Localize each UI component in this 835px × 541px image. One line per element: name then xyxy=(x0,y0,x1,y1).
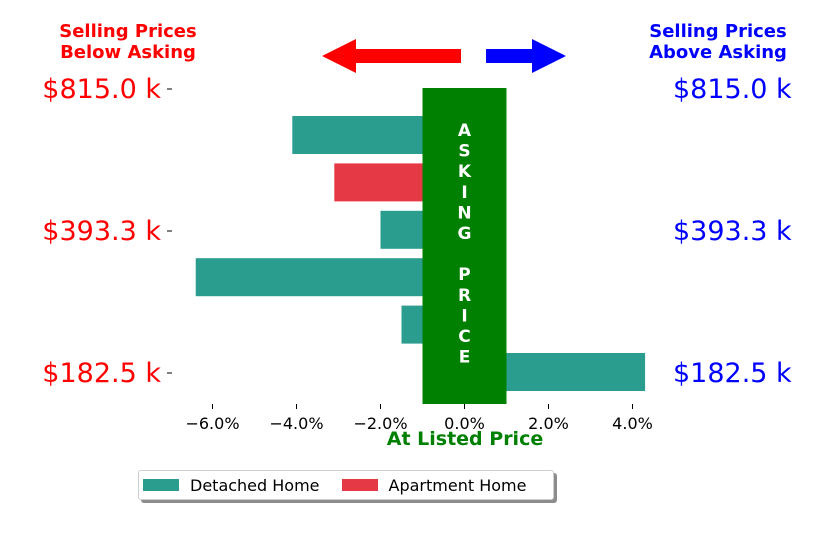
band-letter: E xyxy=(459,348,471,368)
bar-detached-4 xyxy=(195,258,423,297)
x-tick-label: −6.0% xyxy=(185,414,239,433)
arrow-left-icon xyxy=(322,39,461,73)
bars-group xyxy=(195,116,646,391)
x-tick-label: 4.0% xyxy=(612,414,653,433)
header-below-asking: Selling Prices Below Asking xyxy=(28,21,228,63)
y-label-right: $393.3 k xyxy=(673,216,792,247)
y-labels-left: $815.0 k $393.3 k $182.5 k xyxy=(42,74,172,389)
band-letter: G xyxy=(458,224,472,244)
band-letter: N xyxy=(457,203,471,223)
bar-detached-3 xyxy=(380,210,423,249)
y-label-right: $182.5 k xyxy=(673,358,792,389)
x-tick-label: −2.0% xyxy=(353,414,407,433)
y-label-left: $815.0 k xyxy=(42,74,161,105)
y-label-left: $182.5 k xyxy=(42,358,161,389)
header-above-line2: Above Asking xyxy=(649,42,787,63)
band-letter: S xyxy=(458,142,470,162)
y-labels-right: $815.0 k $393.3 k $182.5 k xyxy=(673,74,792,389)
x-tick-label: 2.0% xyxy=(528,414,569,433)
legend-swatch-detached xyxy=(143,479,179,491)
band-letter: K xyxy=(458,162,472,182)
legend-label-apartment: Apartment Home xyxy=(388,475,527,495)
band-letter: A xyxy=(458,121,472,141)
y-label-left: $393.3 k xyxy=(42,216,161,247)
x-tick-label: −4.0% xyxy=(269,414,323,433)
band-letter: I xyxy=(461,183,467,203)
header-above-line1: Selling Prices xyxy=(649,21,787,42)
header-below-line1: Selling Prices xyxy=(59,21,197,42)
asking-price-band-rect xyxy=(422,88,507,404)
x-tick-label: 0.0% xyxy=(444,414,485,433)
legend-item-apartment: Apartment Home xyxy=(341,475,527,495)
arrow-right-icon xyxy=(486,39,566,73)
direction-arrows xyxy=(322,39,566,73)
band-letter: R xyxy=(458,286,471,306)
y-label-right: $815.0 k xyxy=(673,74,792,105)
bar-detached-6 xyxy=(506,353,646,391)
legend-item-detached: Detached Home xyxy=(143,476,320,495)
band-letter: I xyxy=(461,306,467,326)
x-axis-ticks: −6.0% −4.0% −2.0% 0.0% 2.0% 4.0% xyxy=(185,404,653,433)
legend-label-detached: Detached Home xyxy=(190,475,320,495)
legend: Detached Home Apartment Home xyxy=(138,470,554,500)
band-letter: P xyxy=(458,265,470,285)
header-above-asking: Selling Prices Above Asking xyxy=(618,21,818,63)
header-below-line2: Below Asking xyxy=(60,42,196,63)
bar-detached-1 xyxy=(292,116,423,154)
bar-detached-5 xyxy=(401,305,423,344)
bar-apartment-2 xyxy=(334,163,423,202)
band-letter: C xyxy=(458,327,470,347)
legend-swatch-apartment xyxy=(341,479,378,491)
x-axis-label: At Listed Price xyxy=(387,428,543,450)
